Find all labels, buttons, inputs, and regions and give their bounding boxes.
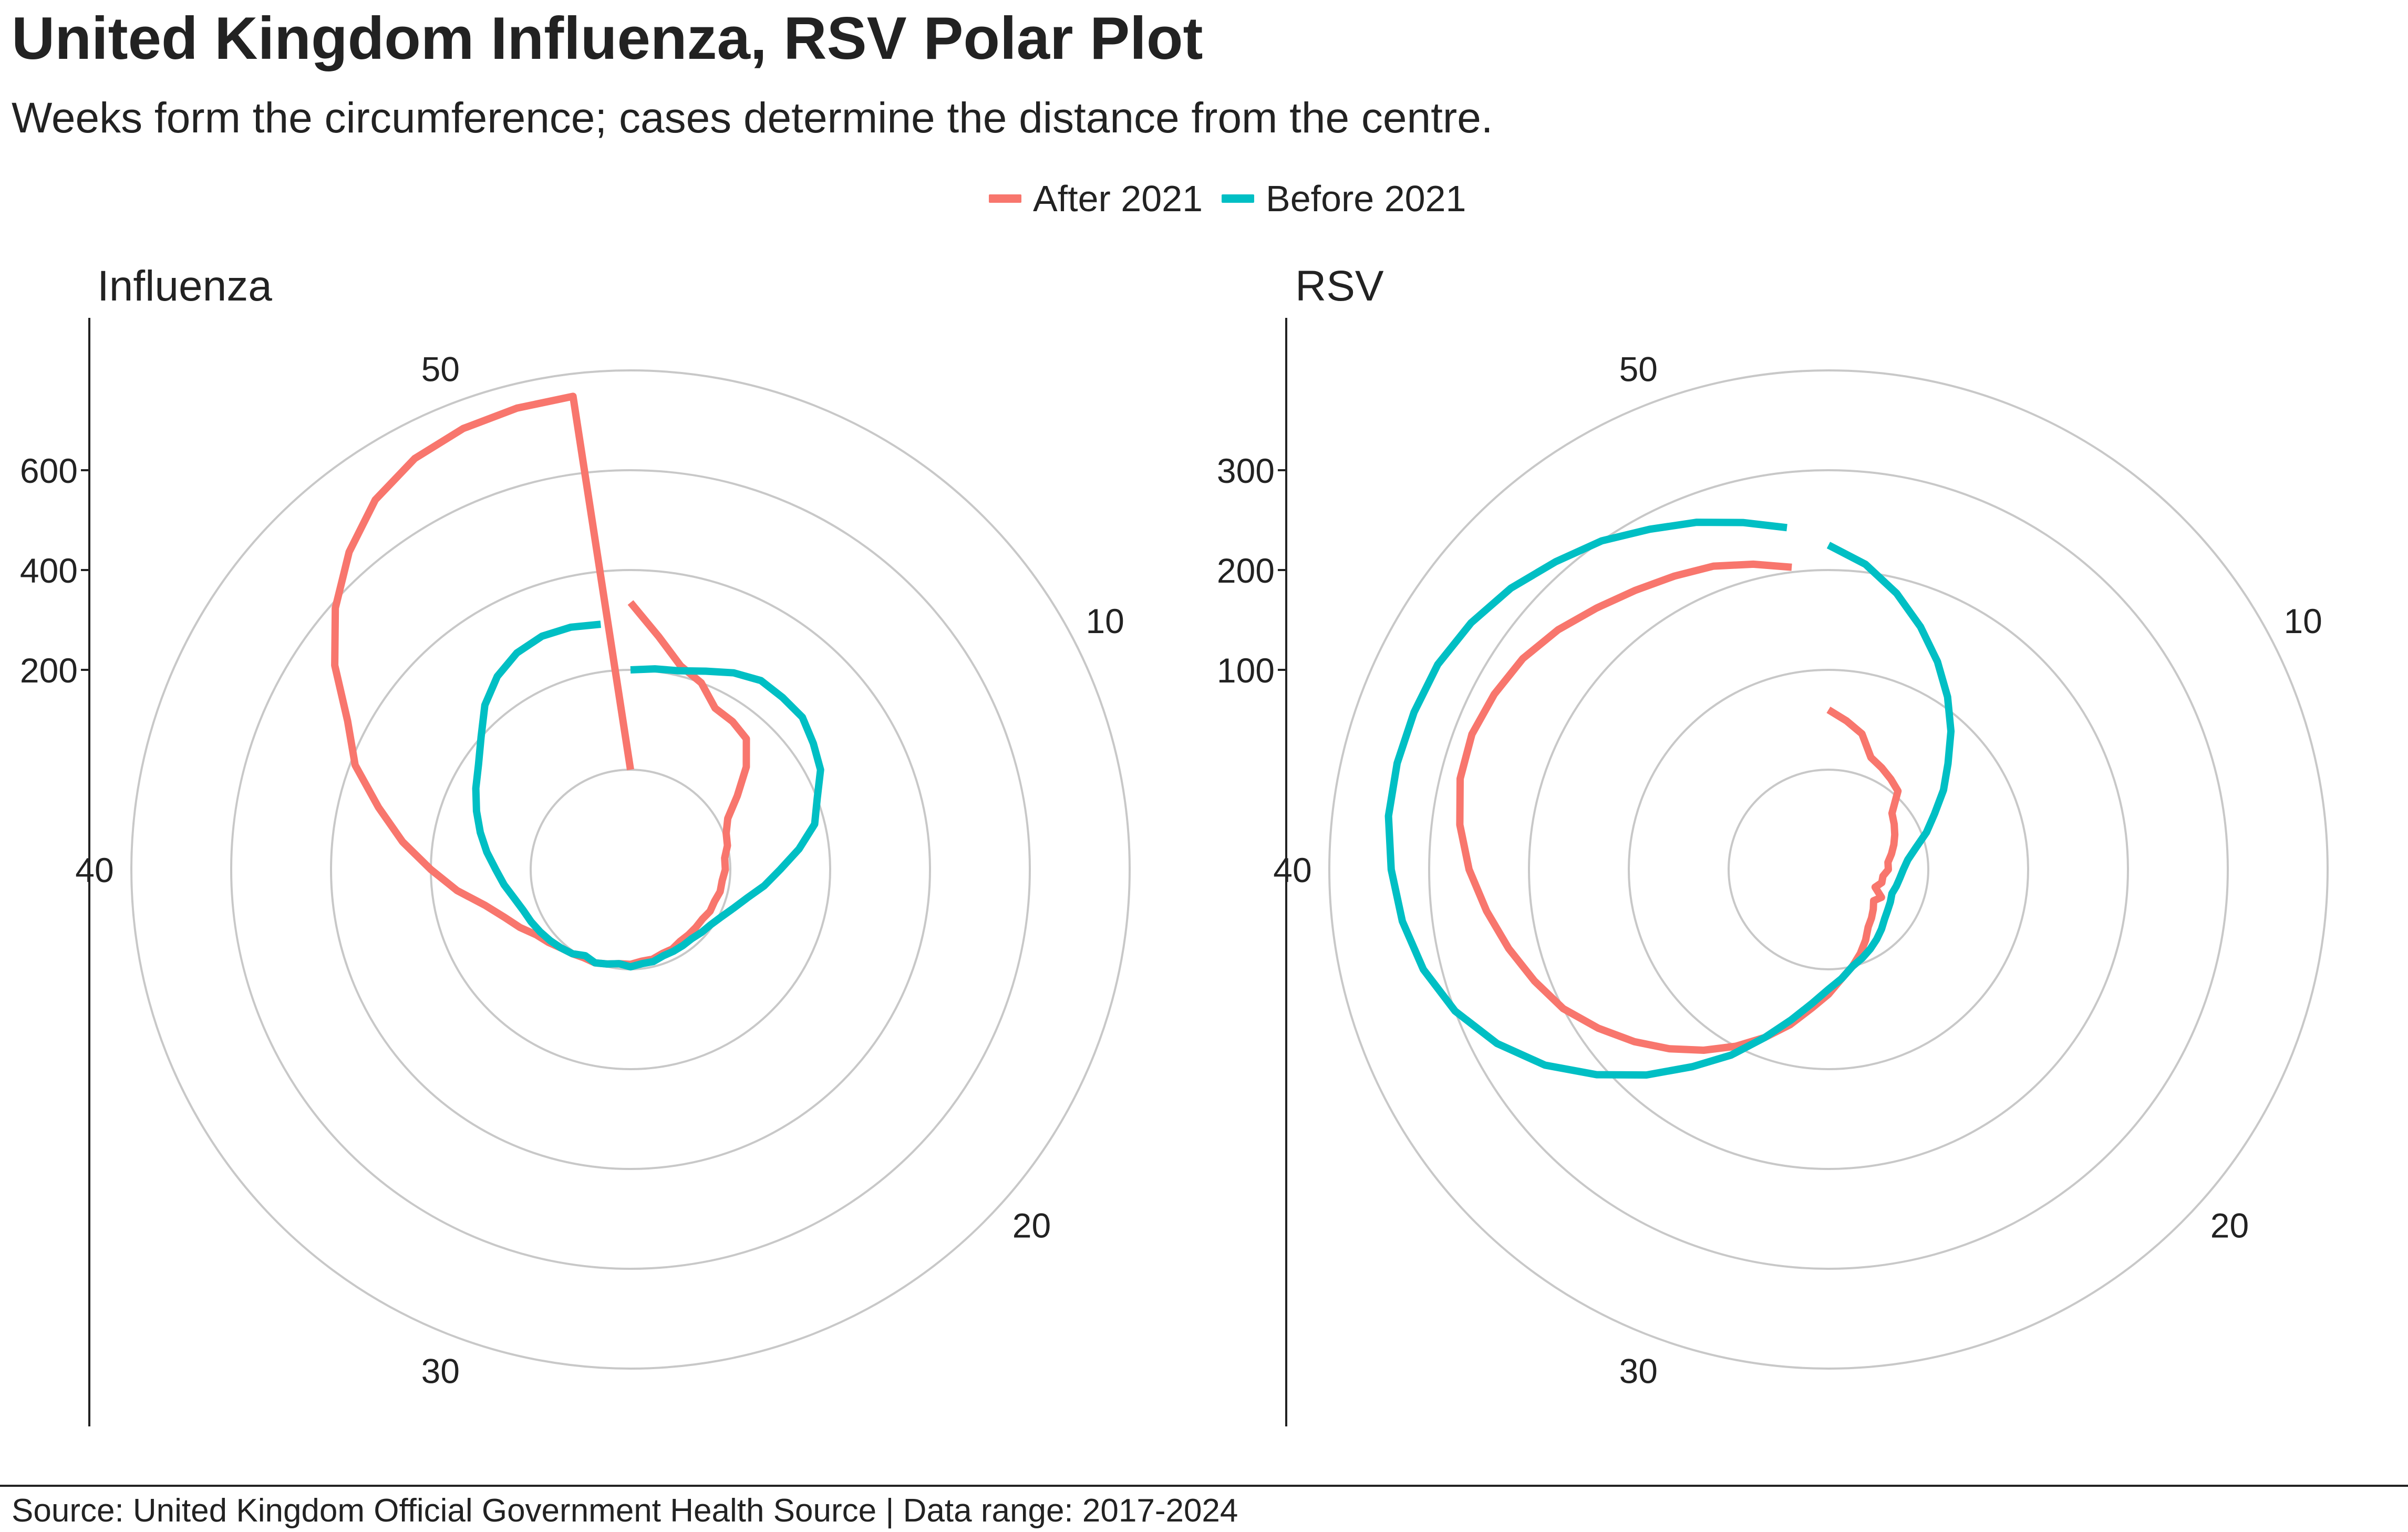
grid-circle	[530, 769, 731, 970]
grid-circle	[330, 569, 931, 1170]
page-title: United Kingdom Influenza, RSV Polar Plot	[12, 5, 1203, 72]
series-line-before-2021	[472, 620, 824, 971]
influenza-panel: Influenza 200 400 600 10 20 30 40 50	[20, 262, 1131, 1426]
angular-tick-label: 20	[1012, 1206, 1051, 1245]
panel-title-influenza: Influenza	[97, 262, 272, 310]
grid-circle	[1528, 569, 2129, 1170]
grid-circle	[130, 369, 1131, 1370]
angular-tick-label: 10	[1086, 602, 1124, 640]
footer-divider	[0, 1485, 2408, 1487]
rsv-panel: RSV 100 200 300 10 20 30 40 50	[1217, 262, 2329, 1426]
radial-tick-label: 400	[20, 551, 78, 590]
radial-tick-label: 200	[20, 651, 78, 690]
page-subtitle: Weeks form the circumference; cases dete…	[12, 94, 1493, 142]
angular-tick-label: 30	[1619, 1352, 1658, 1391]
legend-swatch-after-2021	[989, 194, 1021, 203]
panel-title-rsv: RSV	[1295, 262, 1384, 310]
angular-tick-label: 40	[75, 851, 113, 889]
legend-item-after-2021: After 2021	[989, 178, 1203, 220]
legend-swatch-before-2021	[1222, 194, 1254, 203]
series-line-before-2021	[1384, 519, 1955, 1079]
angular-tick-label: 20	[2210, 1206, 2249, 1245]
radial-tick-label: 100	[1217, 651, 1275, 690]
grid-circle	[430, 669, 831, 1070]
legend-item-before-2021: Before 2021	[1222, 178, 1466, 220]
grid-circle	[1328, 369, 2329, 1370]
angular-tick-label: 50	[1619, 349, 1658, 388]
radial-tick-label: 200	[1217, 551, 1275, 590]
radial-tick-label: 600	[20, 451, 78, 490]
legend: After 2021 Before 2021	[989, 178, 1485, 220]
grid-circle	[1728, 769, 1929, 970]
legend-label-before-2021: Before 2021	[1266, 178, 1466, 219]
legend-label-after-2021: After 2021	[1033, 178, 1203, 219]
angular-tick-label: 50	[421, 349, 460, 388]
angular-tick-label: 10	[2283, 602, 2322, 640]
grid-circle	[1428, 469, 2229, 1270]
angular-tick-label: 30	[421, 1352, 460, 1391]
series-line-after-2021	[1456, 560, 1902, 1054]
source-caption: Source: United Kingdom Official Governme…	[12, 1493, 1238, 1529]
radial-tick-label: 300	[1217, 451, 1275, 490]
grid-circle	[230, 469, 1031, 1270]
grid-circle	[1628, 669, 2029, 1070]
angular-tick-label: 40	[1273, 851, 1311, 889]
